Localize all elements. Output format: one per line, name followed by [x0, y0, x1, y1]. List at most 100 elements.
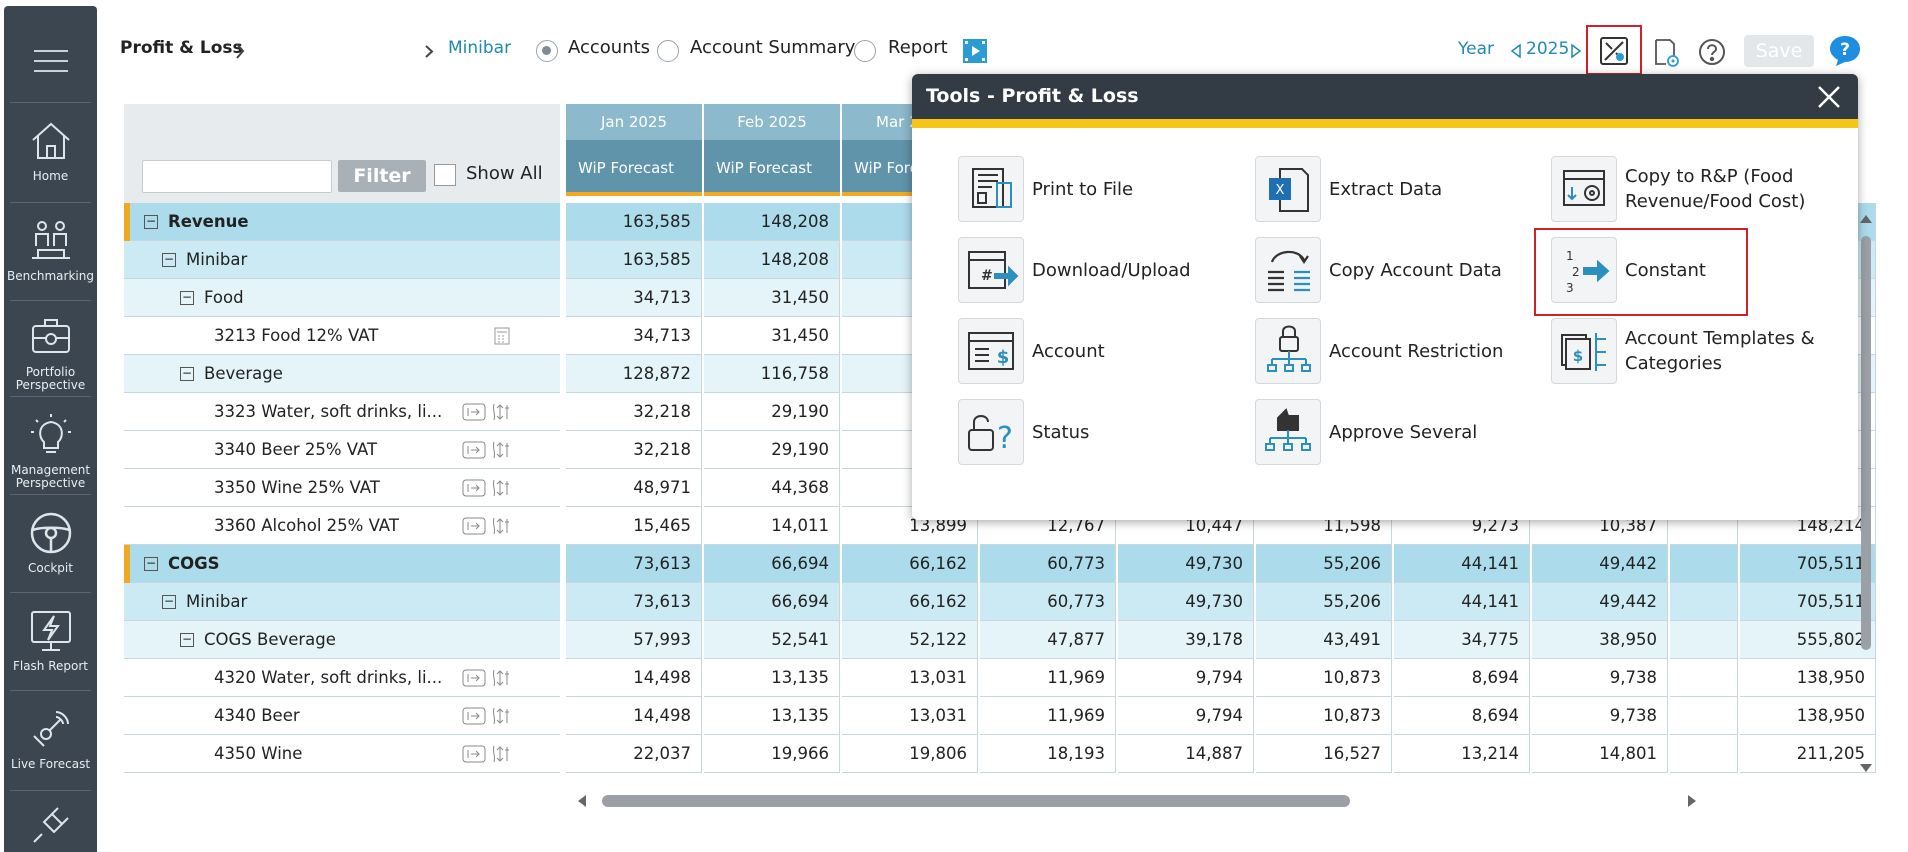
table-cell[interactable]: 11,969	[980, 697, 1116, 735]
scroll-right-icon[interactable]	[1686, 794, 1698, 808]
table-cell[interactable]: 555,802	[1740, 621, 1876, 659]
table-cell[interactable]: 14,801	[1532, 735, 1668, 773]
table-cell[interactable]: 14,498	[566, 659, 702, 697]
table-row[interactable]: 4340 Beer 14,498 13,135 13,031 11,969 9,794 10…	[124, 697, 1876, 735]
table-cell[interactable]: 32,218	[566, 431, 702, 469]
table-cell[interactable]: 13,031	[842, 697, 978, 735]
radio-accounts[interactable]	[536, 40, 558, 62]
scroll-down-icon[interactable]	[1859, 762, 1873, 774]
table-cell[interactable]: 47,877	[980, 621, 1116, 659]
row-action-icon[interactable]	[462, 669, 486, 687]
distribution-icon[interactable]	[490, 744, 514, 764]
collapse-toggle-icon[interactable]: −	[144, 556, 158, 571]
table-cell[interactable]: 48,971	[566, 469, 702, 507]
tool-approve-several[interactable]: Approve Several	[1255, 399, 1515, 467]
radio-accounts-label[interactable]: Accounts	[568, 37, 651, 58]
table-cell[interactable]: 128,872	[566, 355, 702, 393]
table-cell[interactable]: 49,730	[1118, 583, 1254, 621]
table-cell[interactable]	[1670, 545, 1738, 583]
triangle-right-icon[interactable]	[1570, 43, 1582, 59]
scroll-left-icon[interactable]	[576, 794, 588, 808]
table-cell[interactable]: 57,993	[566, 621, 702, 659]
table-cell[interactable]: 148,208	[704, 241, 840, 279]
sidebar-item-flash-report[interactable]: Flash Report	[4, 608, 97, 673]
table-cell[interactable]: 705,511	[1740, 545, 1876, 583]
table-cell[interactable]: 29,190	[704, 393, 840, 431]
table-cell[interactable]: 116,758	[704, 355, 840, 393]
chevron-right-icon[interactable]	[234, 42, 246, 60]
collapse-toggle-icon[interactable]: −	[162, 252, 176, 267]
breadcrumb-minibar-link[interactable]: Minibar	[448, 38, 512, 58]
tool-download-upload[interactable]: # Download/Upload	[958, 237, 1218, 305]
table-row[interactable]: − Minibar 73,613 66,694 66,162 60,773 49,730 55…	[124, 583, 1876, 621]
table-cell[interactable]: 9,738	[1532, 697, 1668, 735]
radio-account-summary[interactable]	[657, 40, 679, 62]
table-cell[interactable]	[1670, 735, 1738, 773]
sidebar-item-live-forecast[interactable]: Live Forecast	[4, 706, 97, 771]
table-cell[interactable]: 29,190	[704, 431, 840, 469]
table-cell[interactable]: 8,694	[1394, 697, 1530, 735]
scroll-up-icon[interactable]	[1859, 213, 1873, 225]
collapse-toggle-icon[interactable]: −	[162, 594, 176, 609]
tools-icon[interactable]	[1600, 37, 1628, 65]
tool-extract-data[interactable]: X Extract Data	[1255, 156, 1515, 224]
calculator-icon[interactable]	[494, 327, 510, 345]
sidebar-item-portfolio[interactable]: Portfolio Perspective	[4, 314, 97, 392]
collapse-toggle-icon[interactable]: −	[144, 214, 158, 229]
table-cell[interactable]: 34,713	[566, 317, 702, 355]
table-cell[interactable]: 10,873	[1256, 659, 1392, 697]
video-tutorial-icon[interactable]	[962, 38, 988, 64]
table-cell[interactable]	[1670, 659, 1738, 697]
table-cell[interactable]: 34,775	[1394, 621, 1530, 659]
tool-account-restriction[interactable]: Account Restriction	[1255, 318, 1515, 386]
distribution-icon[interactable]	[490, 706, 514, 726]
vertical-scrollbar-thumb[interactable]	[1861, 236, 1871, 650]
table-cell[interactable]: 138,950	[1740, 659, 1876, 697]
table-cell[interactable]: 66,694	[704, 545, 840, 583]
table-cell[interactable]: 60,773	[980, 545, 1116, 583]
table-cell[interactable]: 211,205	[1740, 735, 1876, 773]
table-cell[interactable]: 163,585	[566, 203, 702, 241]
table-cell[interactable]: 44,368	[704, 469, 840, 507]
table-cell[interactable]: 13,135	[704, 659, 840, 697]
collapse-toggle-icon[interactable]: −	[180, 290, 194, 305]
table-cell[interactable]: 10,873	[1256, 697, 1392, 735]
radio-report[interactable]	[854, 40, 876, 62]
table-cell[interactable]: 66,162	[842, 545, 978, 583]
triangle-left-icon[interactable]	[1510, 43, 1522, 59]
table-cell[interactable]: 31,450	[704, 279, 840, 317]
settings-document-icon[interactable]	[1652, 38, 1680, 68]
table-row[interactable]: 4320 Water, soft drinks, li... 14,498 13,1…	[124, 659, 1876, 697]
row-action-icon[interactable]	[462, 441, 486, 459]
table-cell[interactable]: 148,208	[704, 203, 840, 241]
tools-button-highlight[interactable]	[1586, 25, 1642, 75]
table-cell[interactable]: 14,887	[1118, 735, 1254, 773]
distribution-icon[interactable]	[490, 440, 514, 460]
table-cell[interactable]: 49,442	[1532, 583, 1668, 621]
show-all-checkbox[interactable]	[434, 164, 456, 186]
table-cell[interactable]: 39,178	[1118, 621, 1254, 659]
table-cell[interactable]: 49,730	[1118, 545, 1254, 583]
table-cell[interactable]: 22,037	[566, 735, 702, 773]
table-cell[interactable]: 9,738	[1532, 659, 1668, 697]
table-cell[interactable]: 55,206	[1256, 545, 1392, 583]
table-cell[interactable]: 55,206	[1256, 583, 1392, 621]
table-cell[interactable]: 66,694	[704, 583, 840, 621]
sidebar-item-management[interactable]: Management Perspective	[4, 412, 97, 490]
table-cell[interactable]: 66,162	[842, 583, 978, 621]
table-cell[interactable]: 14,498	[566, 697, 702, 735]
collapse-toggle-icon[interactable]: −	[180, 366, 194, 381]
table-cell[interactable]: 19,806	[842, 735, 978, 773]
radio-report-label[interactable]: Report	[888, 37, 948, 58]
filter-button[interactable]: Filter	[338, 160, 426, 192]
table-cell[interactable]: 44,141	[1394, 545, 1530, 583]
table-cell[interactable]: 73,613	[566, 583, 702, 621]
table-cell[interactable]	[1670, 583, 1738, 621]
distribution-icon[interactable]	[490, 402, 514, 422]
tool-constant[interactable]: 1 2 3 Constant	[1551, 237, 1741, 305]
tool-print-to-file[interactable]: Print to File	[958, 156, 1218, 224]
table-cell[interactable]: 9,794	[1118, 659, 1254, 697]
menu-icon[interactable]	[34, 50, 68, 72]
table-cell[interactable]: 8,694	[1394, 659, 1530, 697]
table-cell[interactable]: 44,141	[1394, 583, 1530, 621]
